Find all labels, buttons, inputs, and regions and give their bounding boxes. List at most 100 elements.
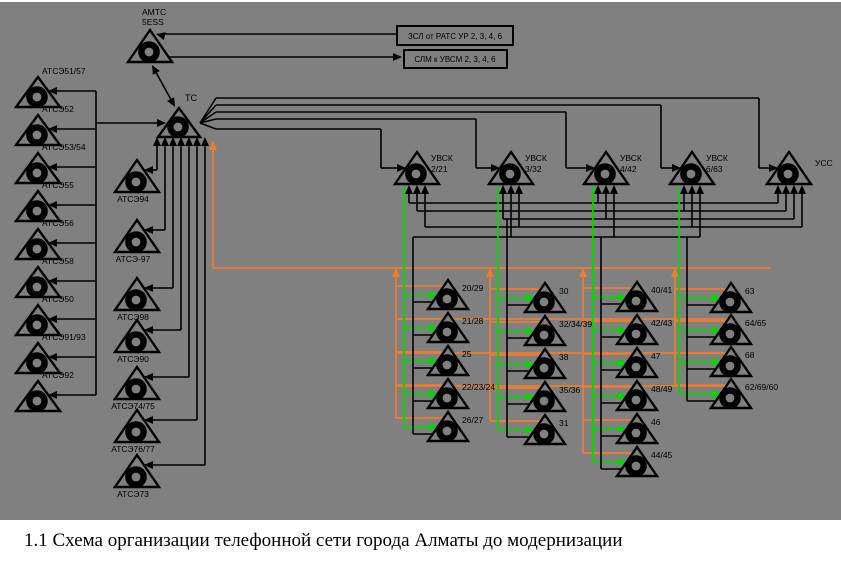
node-атсэ91-93-label: АТСЭ91/93 (42, 332, 86, 342)
node-donut-icon (680, 163, 702, 185)
node-42-43-label: 42/43 (651, 318, 673, 328)
node-donut-icon (719, 323, 741, 345)
node-donut-icon (625, 389, 647, 411)
trunk-bus-links (405, 185, 806, 238)
node-donut-icon (533, 291, 555, 313)
node-63-label: 63 (745, 286, 755, 296)
info-box-1-label: ЗСЛ от РАТС УР 2, 3, 4, 6 (408, 32, 503, 41)
info-box-2-label: СЛМ к УВСМ 2, 3, 4, 6 (414, 55, 496, 64)
node-64-65-label: 64/65 (745, 318, 767, 328)
node-donut-icon (138, 41, 160, 63)
node-44-45-label: 44/45 (651, 450, 673, 460)
node-атсэ53-54-label: АТСЭ53/54 (42, 142, 86, 152)
node-68-label: 68 (745, 350, 755, 360)
node-donut-icon (625, 356, 647, 378)
node-32-34-39-label: 32/34/39 (559, 319, 592, 329)
node-атсэ56-label: АТСЭ56 (42, 218, 74, 228)
node-атсэ52-label: АТСЭ52 (42, 104, 74, 114)
node-атсэ94-label: АТСЭ94 (117, 194, 149, 204)
node-атсэ55-label: АТСЭ55 (42, 180, 74, 190)
node-donut-icon (125, 289, 147, 311)
node-атсэ92-label: АТСЭ92 (42, 370, 74, 380)
node-donut-icon (125, 466, 147, 488)
node-48-49-label: 48/49 (651, 384, 673, 394)
amts-group: ЗСЛ от РАТС УР 2, 3, 4, 6 СЛМ к УВСМ 2, 3… (125, 7, 514, 107)
node-donut-icon (533, 390, 555, 412)
node-donut-icon (533, 324, 555, 346)
cluster-black-links (412, 219, 716, 470)
node-25-label: 25 (462, 349, 472, 359)
node-21-28-label: 21/28 (462, 316, 484, 326)
node-38-label: 38 (559, 352, 569, 362)
node-donut-icon (436, 321, 458, 343)
node-donut-icon (499, 163, 521, 185)
amts-label: АМТС (142, 7, 166, 17)
node-увск-2-21-code: 2/21 (431, 164, 448, 174)
node-donut-icon (26, 162, 48, 184)
node-donut-icon (719, 387, 741, 409)
tc-label: ТС (185, 93, 197, 103)
node-donut-icon (125, 378, 147, 400)
node-donut-icon (26, 390, 48, 412)
node-атсэ74-75-label: АТСЭ74/75 (111, 401, 155, 411)
green-links (403, 186, 721, 466)
info-box-1 (396, 25, 514, 46)
tc-fanout-links (199, 97, 778, 172)
node-46-label: 46 (651, 417, 661, 427)
node-donut-icon (625, 422, 647, 444)
node-атсэ76-77-label: АТСЭ76/77 (111, 444, 155, 454)
node-40-41-label: 40/41 (651, 285, 673, 295)
node-62-69-60-label: 62/69/60 (745, 382, 778, 392)
node-атсэ50-label: АТСЭ50 (42, 294, 74, 304)
node-donut-icon (125, 231, 147, 253)
node-donut-icon (26, 200, 48, 222)
node-donut-icon (625, 455, 647, 477)
node-donut-icon (167, 116, 189, 138)
node-donut-icon (533, 423, 555, 445)
node-donut-icon (125, 331, 147, 353)
node-donut-icon (777, 163, 799, 185)
node-26-27-label: 26/27 (462, 415, 484, 425)
node-увск-2-21-label: УВСК (431, 153, 453, 163)
node-атсэ98-label: АТСЭ98 (117, 312, 149, 322)
node-donut-icon (594, 163, 616, 185)
orange-links (209, 141, 770, 454)
node-donut-icon (405, 163, 427, 185)
node-donut-icon (625, 323, 647, 345)
node-увск-6-63-label: УВСК (706, 153, 728, 163)
node-donut-icon (26, 124, 48, 146)
node-donut-icon (26, 314, 48, 336)
node-31-label: 31 (559, 418, 569, 428)
node-35-36-label: 35/36 (559, 385, 581, 395)
node-атсэ90-label: АТСЭ90 (117, 354, 149, 364)
node-donut-icon (719, 355, 741, 377)
tc-group: ТС (155, 93, 203, 139)
node-30-label: 30 (559, 286, 569, 296)
figure-caption: 1.1 Схема организации телефонной сети го… (24, 530, 623, 551)
amts-label: 5ESS (142, 17, 164, 27)
rats-cluster-group: 20/29 21/28 25 22/23/24 26/27 30 32/34/39 38 35/… (425, 277, 778, 478)
info-box-2 (403, 49, 508, 69)
node-donut-icon (436, 420, 458, 442)
middle-atse-group: АТСЭ94 АТСЭ-97 АТСЭ98 АТСЭ90 АТСЭ74/75 АТСЭ76… (111, 137, 209, 499)
node-donut-icon (436, 387, 458, 409)
node-donut-icon (125, 171, 147, 193)
node-donut-icon (719, 291, 741, 313)
node-атсэ58-label: АТСЭ58 (42, 256, 74, 266)
node-donut-icon (26, 276, 48, 298)
node-donut-icon (436, 354, 458, 376)
node-donut-icon (625, 290, 647, 312)
node-увск-4-42-code: 4/42 (620, 164, 637, 174)
node-атсэ-97-label: АТСЭ-97 (116, 254, 151, 264)
node-donut-icon (26, 238, 48, 260)
node-donut-icon (26, 86, 48, 108)
node-22-23-24-label: 22/23/24 (462, 382, 495, 392)
node-атсэ73-label: АТСЭ73 (117, 489, 149, 499)
uss-label: УСС (815, 158, 833, 168)
node-donut-icon (125, 421, 147, 443)
node-donut-icon (26, 352, 48, 374)
node-увск-3-32-label: УВСК (525, 153, 547, 163)
